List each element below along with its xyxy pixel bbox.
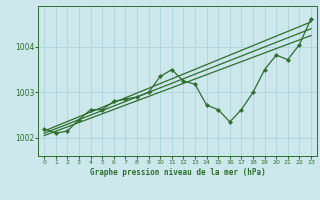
X-axis label: Graphe pression niveau de la mer (hPa): Graphe pression niveau de la mer (hPa) bbox=[90, 168, 266, 177]
